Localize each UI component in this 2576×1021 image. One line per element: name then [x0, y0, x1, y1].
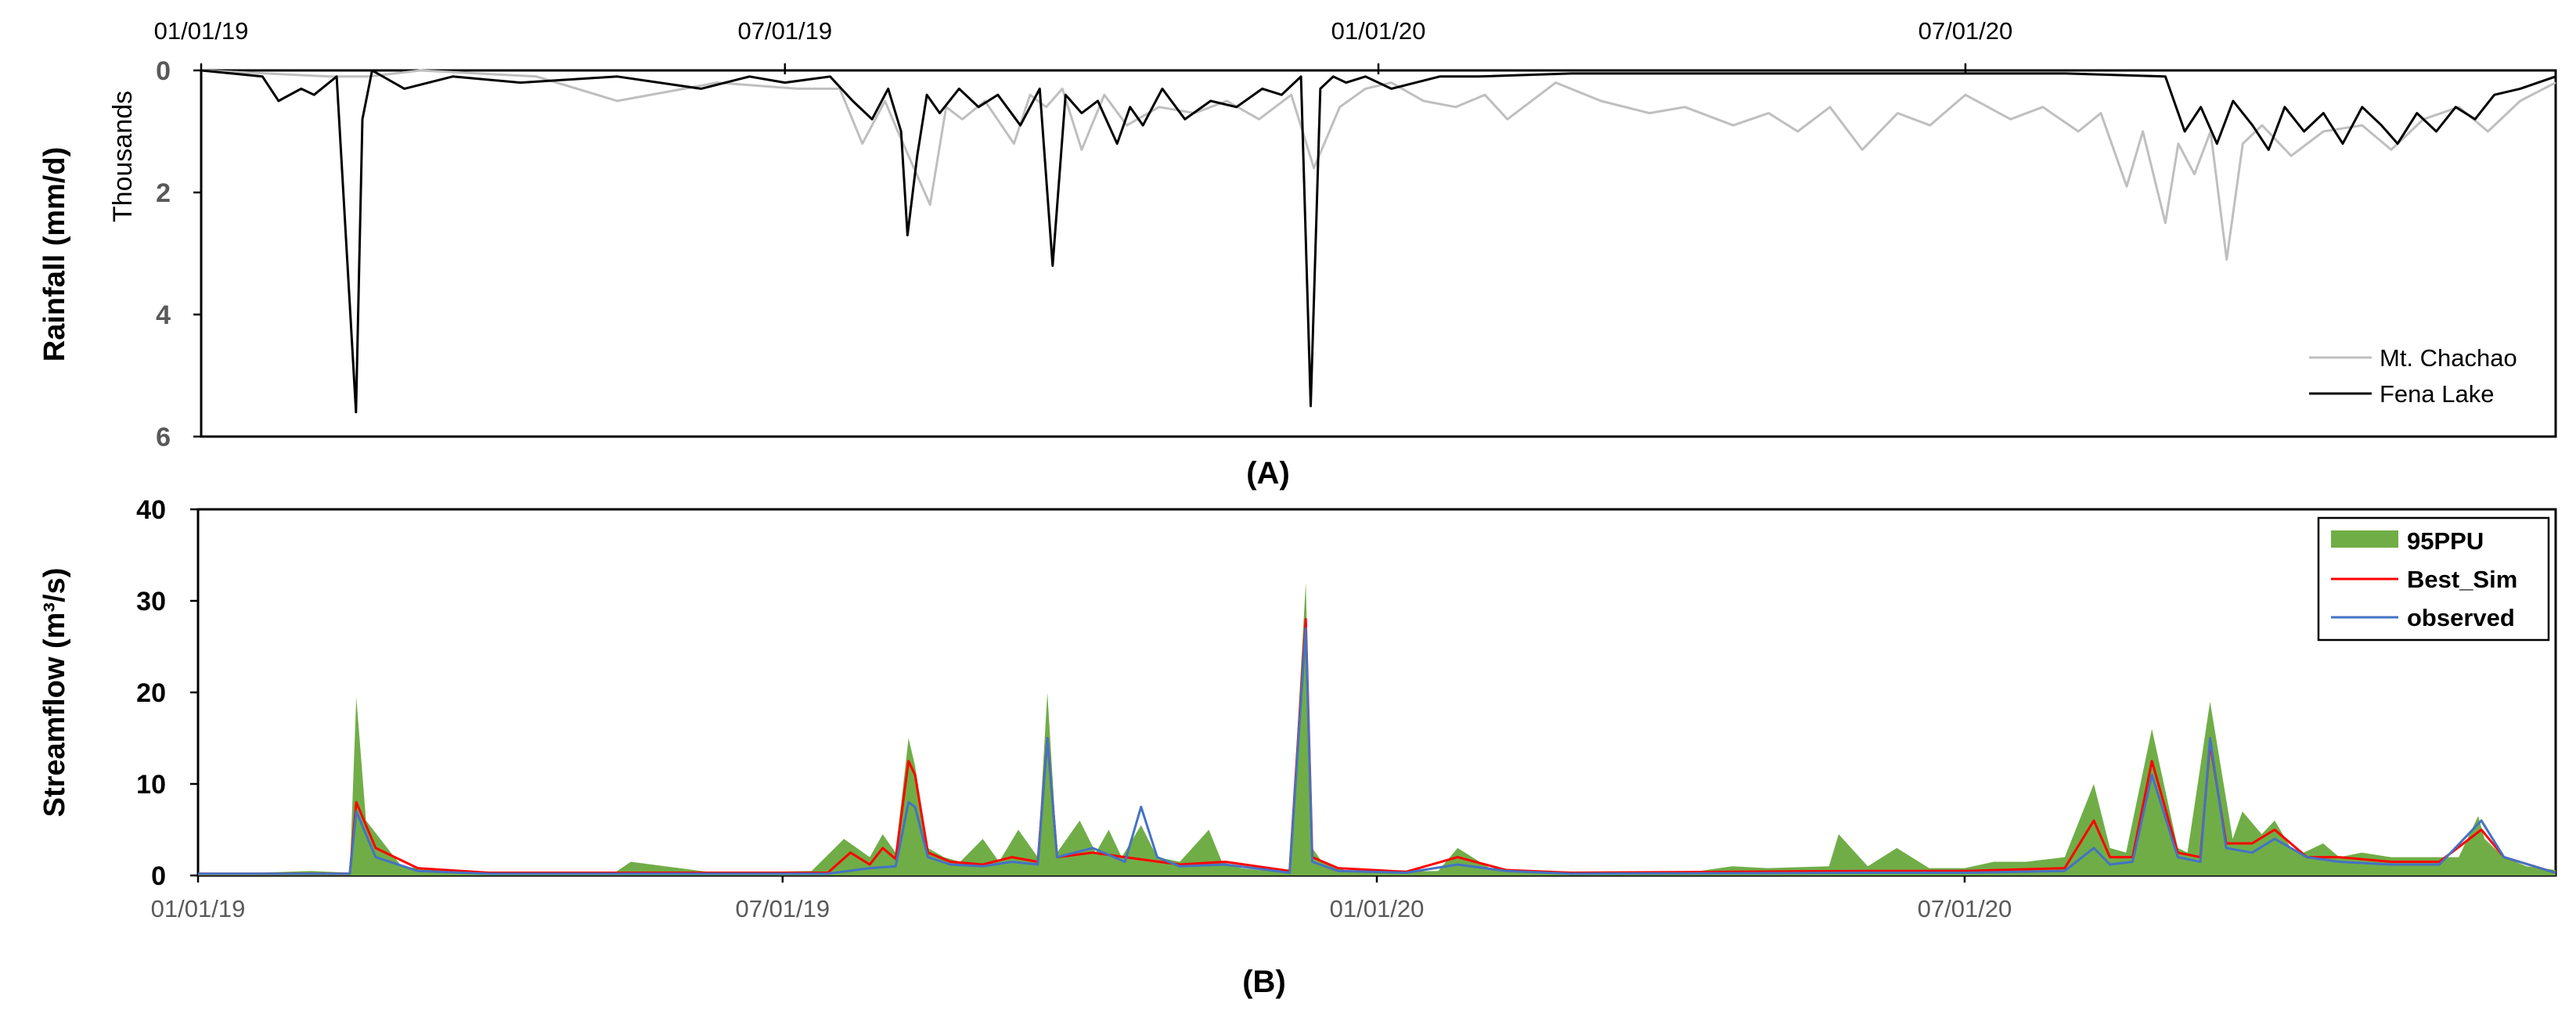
rainfall-y-tick-label: 6 — [156, 422, 171, 452]
streamflow-y-tick-label: 20 — [136, 678, 166, 708]
streamflow-y-tick-label: 0 — [151, 861, 166, 891]
streamflow-y-tick-label: 30 — [136, 587, 166, 617]
rainfall-y-tick-label: 2 — [156, 178, 171, 208]
legend-label-best-sim: Best_Sim — [2407, 566, 2517, 593]
rainfall-y-unit-label: Thousands — [108, 91, 138, 222]
streamflow-axis-ticks: 01/01/19 07/01/19 01/01/20 07/01/20 0 10 20 30 4… — [136, 495, 2012, 922]
rainfall-axis-ticks: 01/01/19 07/01/19 01/01/20 07/01/20 0 2 4 6 — [154, 17, 2013, 452]
streamflow-panel: 01/01/19 07/01/19 01/01/20 07/01/20 0 10 20 30 4… — [38, 495, 2557, 999]
legend-label-observed: observed — [2407, 604, 2515, 631]
panel-label-a: (A) — [1246, 456, 1290, 491]
rainfall-x-tick-label: 07/01/19 — [737, 17, 832, 45]
streamflow-x-tick-label: 01/01/19 — [151, 895, 246, 922]
rainfall-plot-area — [200, 69, 2557, 438]
legend-swatch-95ppu — [2331, 530, 2398, 548]
streamflow-y-tick-label: 40 — [136, 495, 166, 525]
rainfall-x-tick-label: 01/01/20 — [1331, 17, 1426, 45]
streamflow-x-tick-label: 07/01/19 — [735, 895, 830, 922]
streamflow-y-axis-title: Streamflow (m³/s) — [38, 568, 71, 818]
panel-label-b: (B) — [1242, 965, 1286, 999]
legend-label-95ppu: 95PPU — [2407, 527, 2484, 555]
streamflow-x-tick-label: 07/01/20 — [1918, 895, 2012, 922]
streamflow-series-observed — [198, 627, 2556, 875]
streamflow-legend: 95PPU Best_Sim observed — [2317, 516, 2550, 642]
legend-label-mt-chachao: Mt. Chachao — [2380, 344, 2517, 372]
rainfall-panel: 01/01/19 07/01/19 01/01/20 07/01/20 0 2 4 6 Rai… — [38, 17, 2557, 491]
rainfall-y-tick-label: 4 — [156, 300, 171, 330]
rainfall-series-mt-chachao — [200, 69, 2556, 261]
rainfall-legend: Mt. Chachao Fena Lake — [2309, 344, 2517, 408]
legend-label-fena-lake: Fena Lake — [2380, 380, 2495, 408]
rainfall-y-tick-label: 0 — [156, 56, 171, 86]
streamflow-series — [198, 582, 2556, 875]
rainfall-x-tick-label: 01/01/19 — [154, 17, 249, 45]
rainfall-x-tick-label: 07/01/20 — [1918, 17, 2013, 45]
rainfall-y-axis-title: Rainfall (mm/d) — [38, 147, 71, 361]
streamflow-y-tick-label: 10 — [136, 770, 166, 800]
streamflow-series-95ppu — [198, 582, 2556, 875]
rainfall-series-fena-lake — [200, 69, 2556, 414]
rainfall-series — [200, 69, 2556, 414]
streamflow-x-tick-label: 01/01/20 — [1330, 895, 1425, 922]
